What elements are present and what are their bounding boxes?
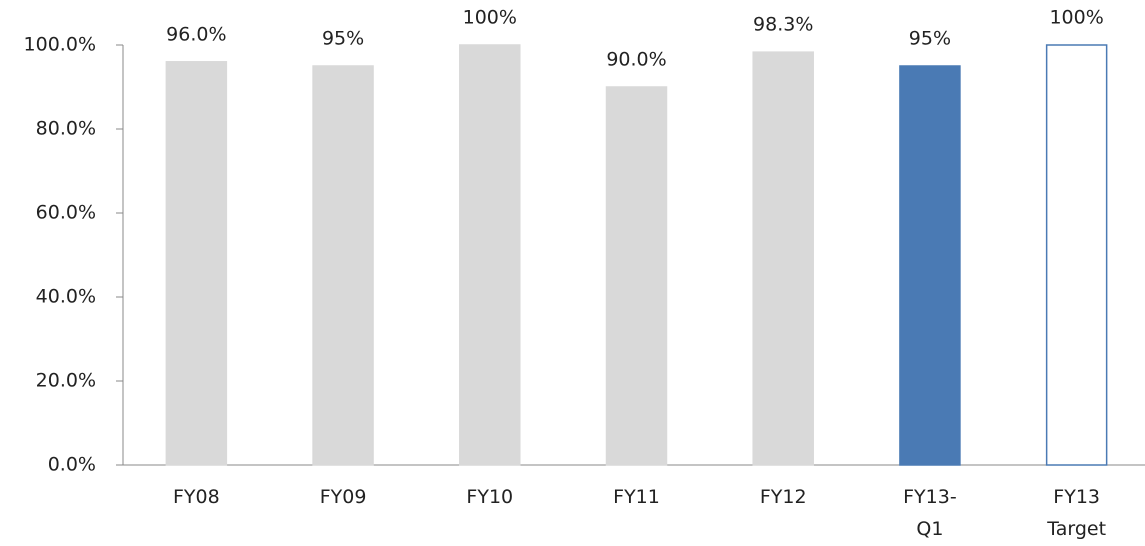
data-label: 100% [463, 7, 517, 29]
y-tick-label: 0.0% [48, 454, 96, 476]
x-tick-label: FY13 Target [1047, 486, 1107, 540]
data-label: 90.0% [606, 49, 666, 71]
x-tick-label: FY09 [319, 486, 367, 508]
y-tick-label: 80.0% [36, 118, 96, 140]
x-tick-label: FY08 [172, 486, 220, 508]
y-tick-label: 100.0% [24, 34, 96, 56]
y-tick-label: 20.0% [36, 370, 96, 392]
data-label: 95% [322, 28, 364, 50]
data-label: 98.3% [753, 14, 813, 36]
x-tick-label: FY11 [613, 486, 660, 508]
x-tick-label: FY10 [466, 486, 514, 508]
data-label: 95% [909, 28, 951, 50]
bar [165, 61, 228, 466]
bar [752, 51, 814, 466]
bar [899, 65, 961, 466]
bar [605, 86, 668, 466]
bar [459, 44, 521, 466]
data-label: 96.0% [166, 23, 226, 45]
x-tick-label: FY13- Q1 [903, 486, 957, 540]
y-tick-label: 60.0% [36, 202, 96, 224]
y-tick-label: 40.0% [36, 286, 96, 308]
bar [1045, 44, 1108, 466]
data-label: 100% [1049, 7, 1103, 29]
bar [312, 65, 374, 466]
x-tick-label: FY12 [759, 486, 807, 508]
